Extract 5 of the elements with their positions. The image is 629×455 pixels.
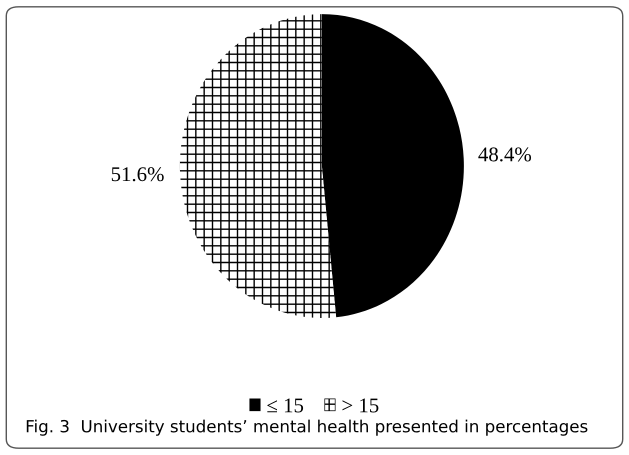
legend-label: > 15	[342, 398, 378, 412]
legend-label: ≤ 15	[267, 398, 304, 412]
data-label: 51.6%	[112, 167, 164, 182]
caption: Fig. 3 University students’ mental health presented in percentages	[26, 420, 588, 436]
data-label: 48.4%	[478, 147, 532, 162]
